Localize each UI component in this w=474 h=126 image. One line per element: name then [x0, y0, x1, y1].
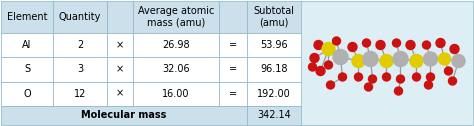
Text: =: = [229, 40, 237, 50]
Text: Element: Element [7, 12, 47, 22]
Circle shape [448, 77, 456, 85]
Circle shape [394, 87, 402, 95]
Circle shape [427, 73, 435, 81]
Circle shape [422, 41, 430, 49]
Bar [107, 33, 133, 57]
Text: Al: Al [22, 40, 32, 50]
Text: 16.00: 16.00 [162, 89, 190, 99]
Bar [133, 33, 219, 57]
Text: S: S [24, 64, 30, 74]
Bar [107, 57, 133, 82]
Circle shape [383, 73, 391, 81]
Text: 26.98: 26.98 [162, 40, 190, 50]
Circle shape [310, 54, 319, 62]
Bar [219, 57, 247, 82]
Bar [219, 82, 247, 106]
Circle shape [393, 52, 408, 67]
Circle shape [445, 67, 453, 75]
Circle shape [380, 55, 393, 68]
Bar [1, 57, 53, 82]
Circle shape [423, 52, 438, 66]
Text: 12: 12 [74, 89, 86, 99]
Circle shape [450, 44, 459, 54]
Text: Quantity: Quantity [59, 12, 101, 22]
Bar [133, 82, 219, 106]
Text: =: = [229, 89, 237, 99]
Text: ×: × [116, 89, 124, 99]
Circle shape [392, 39, 401, 47]
Circle shape [368, 75, 376, 83]
Text: 96.18: 96.18 [260, 64, 288, 74]
Circle shape [314, 40, 323, 50]
Circle shape [452, 55, 465, 68]
Circle shape [327, 81, 335, 89]
Bar [247, 82, 301, 106]
Circle shape [436, 39, 445, 48]
Circle shape [352, 55, 365, 68]
Circle shape [365, 83, 373, 91]
Bar [53, 1, 107, 33]
Circle shape [425, 81, 432, 89]
Circle shape [348, 42, 357, 52]
Circle shape [438, 53, 450, 65]
Bar [53, 57, 107, 82]
Text: ×: × [116, 64, 124, 74]
Bar [247, 106, 301, 125]
Text: 32.06: 32.06 [162, 64, 190, 74]
Bar [133, 57, 219, 82]
Text: 53.96: 53.96 [260, 40, 288, 50]
Circle shape [363, 52, 378, 67]
Text: Molecular mass: Molecular mass [82, 111, 167, 120]
Bar [219, 1, 247, 33]
Text: 2: 2 [77, 40, 83, 50]
Bar [1, 1, 53, 33]
Bar [1, 33, 53, 57]
Text: 192.00: 192.00 [257, 89, 291, 99]
Bar [1, 106, 247, 125]
Bar [53, 33, 107, 57]
Text: ×: × [116, 40, 124, 50]
Circle shape [355, 73, 363, 81]
Bar [300, 1, 473, 125]
Circle shape [316, 67, 325, 75]
Circle shape [332, 37, 340, 45]
Text: O: O [23, 89, 31, 99]
Circle shape [376, 40, 385, 50]
Text: Subtotal
(amu): Subtotal (amu) [254, 6, 294, 28]
Bar [107, 1, 133, 33]
Text: =: = [229, 64, 237, 74]
Circle shape [410, 55, 423, 68]
Circle shape [325, 61, 332, 69]
Circle shape [412, 73, 420, 81]
Bar [219, 33, 247, 57]
Bar [107, 82, 133, 106]
Circle shape [396, 75, 404, 83]
Circle shape [406, 40, 415, 50]
Bar [1, 82, 53, 106]
Bar [247, 57, 301, 82]
Circle shape [309, 63, 317, 71]
Circle shape [322, 42, 335, 55]
Circle shape [333, 50, 348, 65]
Text: 342.14: 342.14 [257, 111, 291, 120]
Text: Average atomic
mass (amu): Average atomic mass (amu) [138, 6, 214, 28]
Circle shape [363, 39, 371, 47]
Bar [53, 82, 107, 106]
Text: 3: 3 [77, 64, 83, 74]
Bar [247, 1, 301, 33]
Bar [247, 33, 301, 57]
Bar [133, 1, 219, 33]
Circle shape [338, 73, 346, 81]
